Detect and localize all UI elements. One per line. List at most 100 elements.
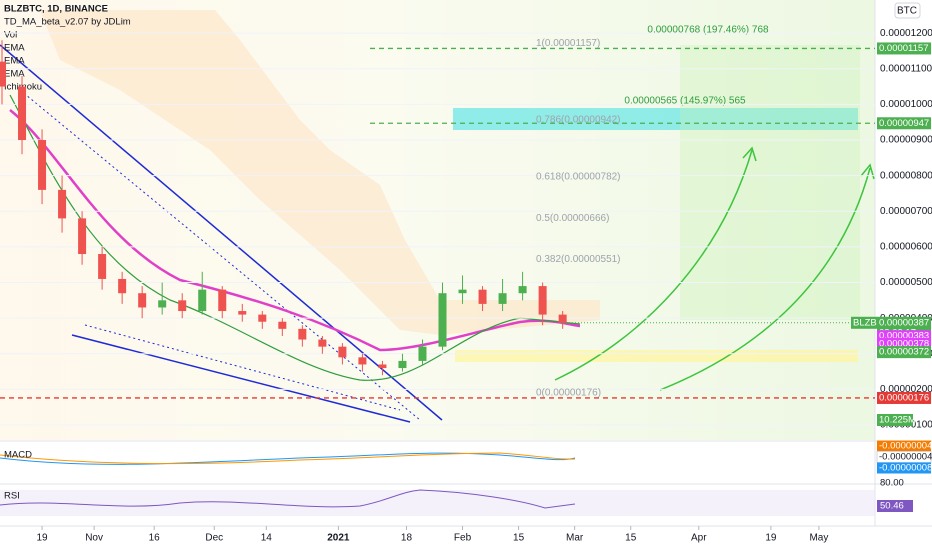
rsi-band xyxy=(0,490,875,516)
x-tick-label: Feb xyxy=(454,533,472,544)
y-tick-label: 0.00001200 xyxy=(880,28,932,39)
candle-body xyxy=(238,311,247,315)
x-tick-label: 15 xyxy=(513,533,525,544)
price-tag-label: 0.00000387 xyxy=(879,317,929,328)
x-tick-label: Mar xyxy=(566,533,584,544)
candle-body xyxy=(498,293,507,304)
price-tag-label: 0.00000383 xyxy=(879,331,929,342)
candle-body xyxy=(258,314,267,322)
candle-body xyxy=(0,61,7,87)
price-tag-label: 0.00001157 xyxy=(879,43,929,54)
y-tick-label: 0.00000200 xyxy=(880,384,932,395)
macd-tag xyxy=(877,440,931,452)
candle-body xyxy=(138,293,147,308)
indicator-label: TD_MA_beta_v2.07 by JDLim xyxy=(4,17,131,28)
fib-label: 0.786(0.00000942) xyxy=(536,115,621,126)
target-box xyxy=(453,108,858,130)
candle-body xyxy=(218,289,227,312)
currency-badge[interactable] xyxy=(894,2,921,19)
symbol-label: BLZBTC xyxy=(853,317,890,328)
candle-body xyxy=(558,314,567,323)
price-tag xyxy=(877,117,931,130)
projection-box xyxy=(680,45,860,320)
x-tick-label: 18 xyxy=(401,533,413,544)
trend-line xyxy=(71,334,411,423)
x-tick-label: Nov xyxy=(85,533,103,544)
ema-line xyxy=(9,109,581,352)
candle-body xyxy=(538,286,547,315)
candle-body xyxy=(198,289,207,312)
macd-tag xyxy=(877,462,931,474)
fib-label: 0.5(0.00000666) xyxy=(536,213,609,224)
x-tick-label: 14 xyxy=(261,533,273,544)
y-tick-label: 0.00000500 xyxy=(880,277,932,288)
rsi-tag-label: 50.46 xyxy=(880,501,904,512)
x-tick-label: Apr xyxy=(691,533,707,544)
y-tick-label: 0.00000700 xyxy=(880,206,932,217)
rsi-tag xyxy=(877,500,913,512)
x-tick-label: 19 xyxy=(765,533,777,544)
macd-tag-label: -0.00000004 xyxy=(879,452,932,463)
arrow xyxy=(659,167,871,391)
candle-body xyxy=(298,328,307,340)
y-tick-label: 0.00000900 xyxy=(880,135,932,146)
trend-line xyxy=(0,44,443,421)
price-tag-label: 0.00000378 xyxy=(879,339,929,350)
signal-line xyxy=(0,452,576,465)
channel-line xyxy=(84,324,401,411)
price-tag xyxy=(877,346,931,359)
candle-body xyxy=(38,140,47,190)
x-tick-label: Dec xyxy=(205,533,223,544)
candle-body xyxy=(518,286,527,294)
candle-body xyxy=(338,346,347,358)
rsi-label: RSI xyxy=(4,491,20,502)
candle-body xyxy=(278,321,287,329)
indicator-label: EMA xyxy=(4,69,25,80)
candle-body xyxy=(98,254,107,279)
price-tag-label: 0.00000176 xyxy=(879,392,929,403)
candle-body xyxy=(398,360,407,369)
macd-label: MACD xyxy=(4,450,32,461)
arrow-head xyxy=(742,146,757,162)
chart-title: BLZBTC, 1D, BINANCE xyxy=(4,4,108,15)
macd-tag-label: -0.00000004 xyxy=(879,441,932,452)
fib-label: 1(0.00001157) xyxy=(536,38,600,49)
annotation: 0.00000565 (145.97%) 565 xyxy=(624,96,746,107)
fib-label: 0.618(0.00000782) xyxy=(536,172,621,183)
y-tick-label: 0.00000600 xyxy=(880,242,932,253)
channel-line xyxy=(19,89,421,421)
x-tick-label: 16 xyxy=(149,533,161,544)
price-tag xyxy=(877,42,931,55)
fib-label: 0.382(0.00000551) xyxy=(536,254,621,265)
indicator-label: EMA xyxy=(4,56,25,67)
price-tag-label: 0.00000947 xyxy=(879,118,929,129)
fib-label: 0(0.00000176) xyxy=(536,388,601,399)
candle-body xyxy=(118,278,127,294)
candle-body xyxy=(418,346,427,361)
rsi-tick: 80.00 xyxy=(880,478,904,489)
x-tick-label: 19 xyxy=(36,533,48,544)
candle-body xyxy=(438,293,447,347)
support-zone xyxy=(455,350,858,362)
x-tick-label: 2021 xyxy=(327,533,350,544)
x-tick-label: 15 xyxy=(625,533,637,544)
indicator-label: EMA xyxy=(4,43,25,54)
candle-body xyxy=(178,300,187,312)
candle-body xyxy=(58,189,67,219)
candle-body xyxy=(458,289,467,294)
annotation: 0.00000768 (197.46%) 768 xyxy=(647,25,769,36)
td-line xyxy=(9,94,581,381)
symbol-tag xyxy=(851,316,877,329)
ichimoku-cloud xyxy=(40,10,600,335)
y-tick-label: 0.00001100 xyxy=(880,63,932,74)
candle-body xyxy=(18,86,27,141)
volume-tag-label: 10.225M xyxy=(879,415,916,426)
candle-body xyxy=(158,300,167,308)
volume-tag xyxy=(877,414,913,426)
macd-tag-label: -0.00000008 xyxy=(879,463,932,474)
y-tick-label: 0.00001000 xyxy=(880,99,932,110)
y-tick-label: 0.00000800 xyxy=(880,170,932,181)
candle-body xyxy=(358,357,367,365)
x-tick-label: May xyxy=(809,533,828,544)
